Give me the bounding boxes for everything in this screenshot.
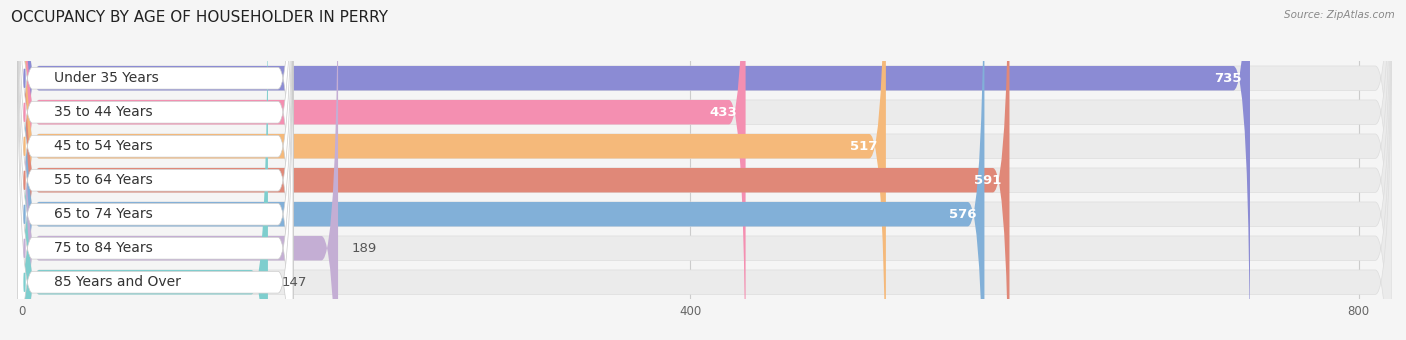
FancyBboxPatch shape (17, 0, 292, 340)
FancyBboxPatch shape (17, 0, 292, 340)
FancyBboxPatch shape (17, 0, 292, 340)
FancyBboxPatch shape (22, 0, 745, 340)
FancyBboxPatch shape (22, 0, 984, 340)
FancyBboxPatch shape (22, 0, 1392, 340)
Text: 189: 189 (352, 242, 377, 255)
Text: 591: 591 (974, 174, 1001, 187)
Text: 147: 147 (281, 276, 307, 289)
FancyBboxPatch shape (22, 0, 1392, 340)
Text: 735: 735 (1215, 72, 1241, 85)
Text: 65 to 74 Years: 65 to 74 Years (55, 207, 153, 221)
FancyBboxPatch shape (22, 0, 269, 340)
Text: OCCUPANCY BY AGE OF HOUSEHOLDER IN PERRY: OCCUPANCY BY AGE OF HOUSEHOLDER IN PERRY (11, 10, 388, 25)
FancyBboxPatch shape (17, 0, 292, 340)
FancyBboxPatch shape (22, 0, 1392, 340)
FancyBboxPatch shape (22, 0, 1250, 340)
Text: 75 to 84 Years: 75 to 84 Years (55, 241, 153, 255)
FancyBboxPatch shape (22, 0, 1392, 340)
FancyBboxPatch shape (22, 0, 1010, 340)
Text: 55 to 64 Years: 55 to 64 Years (55, 173, 153, 187)
Text: 45 to 54 Years: 45 to 54 Years (55, 139, 153, 153)
Text: 35 to 44 Years: 35 to 44 Years (55, 105, 153, 119)
FancyBboxPatch shape (17, 0, 292, 340)
FancyBboxPatch shape (22, 0, 1392, 340)
Text: 576: 576 (949, 208, 976, 221)
FancyBboxPatch shape (17, 0, 292, 340)
Text: 517: 517 (851, 140, 877, 153)
FancyBboxPatch shape (22, 0, 1392, 340)
Text: 85 Years and Over: 85 Years and Over (55, 275, 181, 289)
Text: 433: 433 (710, 106, 737, 119)
Text: Source: ZipAtlas.com: Source: ZipAtlas.com (1284, 10, 1395, 20)
FancyBboxPatch shape (22, 0, 337, 340)
FancyBboxPatch shape (22, 0, 886, 340)
FancyBboxPatch shape (17, 0, 292, 340)
Text: Under 35 Years: Under 35 Years (55, 71, 159, 85)
FancyBboxPatch shape (22, 0, 1392, 340)
